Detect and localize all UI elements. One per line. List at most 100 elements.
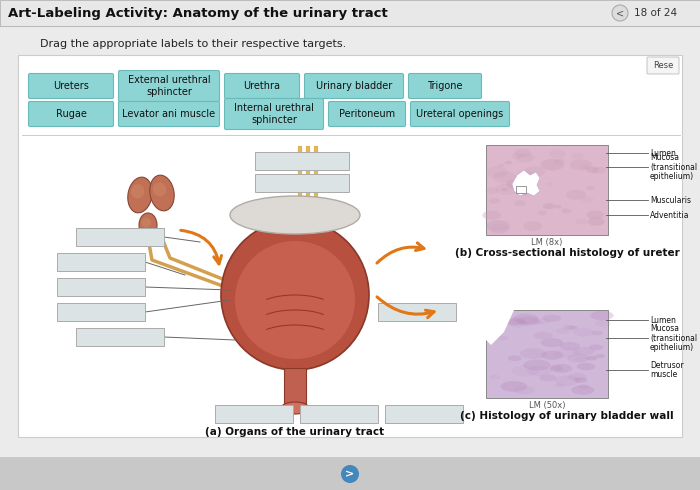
Ellipse shape bbox=[221, 220, 369, 370]
Text: LM (50x): LM (50x) bbox=[528, 401, 566, 410]
Ellipse shape bbox=[573, 328, 594, 337]
Ellipse shape bbox=[571, 153, 584, 159]
FancyBboxPatch shape bbox=[76, 328, 164, 346]
Ellipse shape bbox=[517, 317, 540, 325]
FancyBboxPatch shape bbox=[57, 253, 145, 271]
Text: >: > bbox=[345, 469, 355, 479]
Ellipse shape bbox=[517, 171, 536, 181]
Ellipse shape bbox=[578, 385, 589, 389]
Ellipse shape bbox=[486, 220, 510, 232]
FancyBboxPatch shape bbox=[76, 228, 164, 246]
Ellipse shape bbox=[587, 186, 594, 190]
Text: Internal urethral
sphincter: Internal urethral sphincter bbox=[234, 103, 314, 125]
Ellipse shape bbox=[533, 332, 553, 340]
Ellipse shape bbox=[540, 159, 564, 171]
FancyBboxPatch shape bbox=[304, 74, 403, 98]
Ellipse shape bbox=[501, 188, 508, 191]
Ellipse shape bbox=[564, 325, 575, 330]
Text: Lumen: Lumen bbox=[650, 148, 676, 157]
Text: Detrusor
muscle: Detrusor muscle bbox=[650, 361, 684, 379]
FancyBboxPatch shape bbox=[385, 405, 463, 423]
Ellipse shape bbox=[512, 366, 538, 376]
Ellipse shape bbox=[588, 218, 605, 226]
Text: Ureteral openings: Ureteral openings bbox=[416, 109, 503, 119]
Ellipse shape bbox=[592, 331, 603, 335]
Ellipse shape bbox=[518, 189, 532, 196]
Ellipse shape bbox=[554, 348, 579, 358]
Ellipse shape bbox=[506, 179, 527, 189]
Ellipse shape bbox=[516, 153, 534, 162]
FancyArrowPatch shape bbox=[377, 297, 434, 318]
Ellipse shape bbox=[514, 200, 526, 206]
FancyBboxPatch shape bbox=[57, 278, 145, 296]
FancyBboxPatch shape bbox=[255, 174, 349, 192]
FancyArrowPatch shape bbox=[181, 230, 221, 264]
Ellipse shape bbox=[554, 383, 565, 388]
Text: Drag the appropriate labels to their respective targets.: Drag the appropriate labels to their res… bbox=[40, 39, 346, 49]
FancyBboxPatch shape bbox=[0, 26, 700, 460]
Circle shape bbox=[341, 465, 359, 483]
Text: 18 of 24: 18 of 24 bbox=[634, 8, 677, 18]
FancyBboxPatch shape bbox=[300, 405, 378, 423]
Text: LM (8x): LM (8x) bbox=[531, 238, 563, 247]
Ellipse shape bbox=[493, 172, 516, 183]
FancyBboxPatch shape bbox=[647, 57, 679, 74]
Ellipse shape bbox=[555, 328, 569, 334]
Text: Urethra: Urethra bbox=[244, 81, 281, 91]
Text: Peritoneum: Peritoneum bbox=[339, 109, 395, 119]
Text: Mucosa
(transitional
epithelium): Mucosa (transitional epithelium) bbox=[650, 324, 697, 352]
FancyBboxPatch shape bbox=[18, 55, 682, 437]
Ellipse shape bbox=[577, 363, 595, 370]
Ellipse shape bbox=[482, 211, 501, 220]
Ellipse shape bbox=[575, 356, 589, 362]
Ellipse shape bbox=[573, 347, 594, 356]
Ellipse shape bbox=[235, 241, 355, 359]
Ellipse shape bbox=[580, 165, 589, 170]
Ellipse shape bbox=[498, 164, 504, 168]
Ellipse shape bbox=[559, 342, 580, 350]
Ellipse shape bbox=[555, 205, 561, 208]
FancyBboxPatch shape bbox=[0, 457, 700, 490]
Ellipse shape bbox=[549, 149, 566, 158]
Ellipse shape bbox=[150, 175, 174, 211]
Ellipse shape bbox=[508, 355, 522, 361]
FancyBboxPatch shape bbox=[118, 101, 220, 126]
FancyBboxPatch shape bbox=[328, 101, 405, 126]
FancyBboxPatch shape bbox=[57, 303, 145, 321]
Ellipse shape bbox=[538, 210, 547, 215]
Ellipse shape bbox=[513, 314, 539, 324]
Ellipse shape bbox=[542, 315, 561, 322]
Circle shape bbox=[612, 5, 628, 21]
Ellipse shape bbox=[520, 348, 547, 359]
Ellipse shape bbox=[497, 336, 508, 341]
Ellipse shape bbox=[496, 183, 519, 195]
Ellipse shape bbox=[567, 354, 589, 363]
Text: (a) Organs of the urinary tract: (a) Organs of the urinary tract bbox=[205, 427, 384, 437]
Ellipse shape bbox=[524, 221, 542, 231]
Ellipse shape bbox=[574, 377, 587, 383]
Ellipse shape bbox=[554, 368, 564, 372]
FancyBboxPatch shape bbox=[486, 310, 608, 398]
Ellipse shape bbox=[587, 210, 604, 219]
Ellipse shape bbox=[561, 208, 571, 214]
Ellipse shape bbox=[542, 203, 555, 209]
Ellipse shape bbox=[490, 375, 500, 379]
Ellipse shape bbox=[508, 319, 528, 327]
Ellipse shape bbox=[230, 196, 360, 234]
Polygon shape bbox=[486, 310, 514, 345]
Ellipse shape bbox=[281, 402, 309, 414]
Ellipse shape bbox=[550, 365, 563, 370]
Ellipse shape bbox=[538, 318, 551, 323]
Ellipse shape bbox=[589, 344, 603, 350]
Ellipse shape bbox=[141, 218, 151, 227]
FancyBboxPatch shape bbox=[29, 74, 113, 98]
Ellipse shape bbox=[518, 191, 526, 196]
Text: (c) Histology of urinary bladder wall: (c) Histology of urinary bladder wall bbox=[460, 411, 674, 421]
FancyBboxPatch shape bbox=[215, 405, 293, 423]
Ellipse shape bbox=[592, 167, 606, 174]
Text: Adventitia: Adventitia bbox=[650, 211, 690, 220]
Ellipse shape bbox=[527, 366, 552, 376]
Ellipse shape bbox=[131, 184, 144, 198]
Text: Muscularis: Muscularis bbox=[650, 196, 691, 204]
Ellipse shape bbox=[485, 188, 498, 194]
